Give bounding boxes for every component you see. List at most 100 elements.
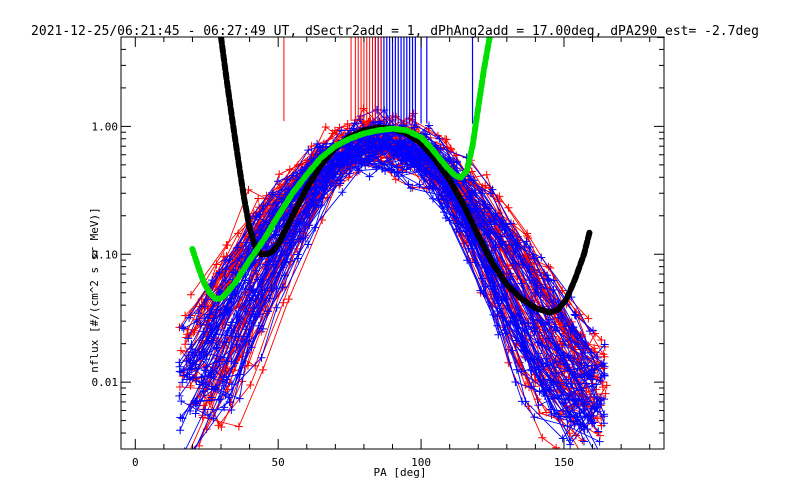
blue-plus-marker bbox=[370, 150, 379, 159]
red-plus-marker bbox=[552, 443, 561, 449]
blue-plus-marker bbox=[558, 434, 567, 443]
blue-plus-marker bbox=[453, 219, 462, 228]
blue-plus-marker bbox=[176, 413, 185, 422]
blue-plus-marker bbox=[549, 377, 558, 386]
blue-plus-marker bbox=[501, 325, 510, 334]
blue-plus-marker bbox=[247, 343, 256, 352]
blue-plus-marker bbox=[542, 354, 551, 363]
blue-plus-marker bbox=[452, 158, 461, 167]
plot-area bbox=[175, 37, 611, 462]
blue-plus-marker bbox=[380, 136, 389, 145]
blue-plus-marker bbox=[307, 155, 316, 164]
blue-plus-marker bbox=[283, 254, 292, 263]
blue-plus-marker bbox=[441, 214, 450, 223]
blue-plus-marker bbox=[257, 353, 266, 362]
blue-plus-marker bbox=[194, 309, 203, 318]
blue-plus-marker bbox=[535, 316, 544, 325]
blue-plus-marker bbox=[207, 339, 216, 348]
red-plus-marker bbox=[442, 135, 451, 144]
blue-plus-marker bbox=[576, 333, 585, 342]
blue-plus-marker bbox=[566, 336, 575, 345]
marker-lines bbox=[283, 37, 474, 124]
blue-plus-marker bbox=[438, 202, 447, 211]
blue-plus-marker bbox=[375, 117, 384, 126]
blue-plus-marker bbox=[425, 121, 433, 130]
blue-plus-marker bbox=[554, 357, 563, 366]
blue-plus-marker bbox=[482, 263, 491, 272]
blue-plus-marker bbox=[175, 358, 184, 367]
blue-plus-marker bbox=[251, 266, 260, 275]
blue-plus-marker bbox=[583, 361, 592, 370]
blue-plus-marker bbox=[219, 381, 228, 390]
blue-plus-marker bbox=[261, 260, 270, 269]
blue-plus-marker bbox=[197, 373, 206, 382]
blue-plus-marker bbox=[575, 420, 584, 429]
blue-plus-marker bbox=[576, 373, 585, 382]
blue-plus-marker bbox=[337, 126, 346, 135]
red-plus-marker bbox=[409, 109, 418, 118]
blue-plus-marker bbox=[452, 225, 461, 234]
blue-plus-marker bbox=[515, 310, 524, 319]
blue-plus-marker bbox=[559, 337, 568, 346]
blue-plus-marker bbox=[539, 388, 548, 397]
blue-plus-marker bbox=[365, 172, 374, 181]
blue-plus-marker bbox=[311, 223, 320, 232]
blue-plus-marker bbox=[268, 190, 277, 199]
blue-plus-marker bbox=[488, 185, 497, 194]
blue-plus-marker bbox=[205, 310, 214, 319]
blue-plus-marker bbox=[599, 419, 608, 428]
blue-plus-marker bbox=[287, 238, 296, 247]
blue-plus-marker bbox=[245, 337, 254, 346]
blue-plus-marker bbox=[255, 310, 264, 319]
blue-plus-marker bbox=[527, 366, 536, 375]
x-tick-label: 0 bbox=[132, 456, 139, 469]
blue-plus-marker bbox=[463, 256, 472, 265]
red-plus-marker bbox=[254, 194, 263, 203]
blue-plus-marker bbox=[186, 407, 195, 416]
red-plus-marker bbox=[246, 381, 255, 390]
blue-plus-marker bbox=[241, 325, 250, 334]
blue-plus-marker bbox=[280, 271, 289, 280]
blue-plus-marker bbox=[562, 375, 571, 384]
x-tick-label: 150 bbox=[554, 456, 574, 469]
blue-plus-marker bbox=[369, 118, 378, 127]
blue-plus-marker bbox=[295, 227, 304, 236]
blue-plus-marker bbox=[415, 180, 424, 189]
blue-plus-marker bbox=[311, 191, 320, 200]
red-plus-marker bbox=[176, 346, 185, 355]
blue-plus-marker bbox=[201, 405, 210, 414]
blue-plus-marker bbox=[499, 293, 508, 302]
blue-plus-marker bbox=[278, 283, 287, 292]
blue-plus-marker bbox=[566, 440, 575, 449]
blue-plus-marker bbox=[182, 357, 191, 366]
blue-plus-marker bbox=[245, 278, 254, 287]
blue-plus-marker bbox=[184, 351, 193, 360]
blue-plus-marker bbox=[371, 149, 380, 158]
blue-plus-marker bbox=[201, 366, 210, 375]
blue-plus-marker bbox=[555, 394, 564, 403]
blue-trace bbox=[186, 122, 604, 380]
red-plus-marker bbox=[542, 408, 551, 417]
blue-plus-marker bbox=[248, 286, 257, 295]
blue-plus-marker bbox=[579, 344, 588, 353]
blue-plus-marker bbox=[525, 276, 534, 285]
red-plus-marker bbox=[584, 314, 593, 323]
blue-plus-marker bbox=[269, 260, 278, 269]
red-plus-marker bbox=[482, 170, 491, 179]
blue-plus-marker bbox=[438, 174, 447, 183]
blue-plus-marker bbox=[574, 340, 583, 349]
red-trace bbox=[203, 117, 598, 366]
blue-plus-marker bbox=[257, 290, 266, 299]
blue-plus-marker bbox=[598, 454, 606, 462]
blue-plus-marker bbox=[481, 282, 490, 291]
red-plus-marker bbox=[275, 170, 284, 179]
blue-plus-marker bbox=[547, 405, 556, 414]
blue-plus-marker bbox=[232, 310, 241, 319]
blue-plus-marker bbox=[600, 371, 609, 380]
blue-plus-marker bbox=[187, 345, 196, 354]
blue-plus-marker bbox=[445, 155, 454, 164]
red-plus-marker bbox=[217, 423, 226, 432]
red-plus-marker bbox=[328, 129, 337, 138]
red-plus-marker bbox=[284, 295, 293, 304]
blue-plus-marker bbox=[599, 359, 608, 368]
